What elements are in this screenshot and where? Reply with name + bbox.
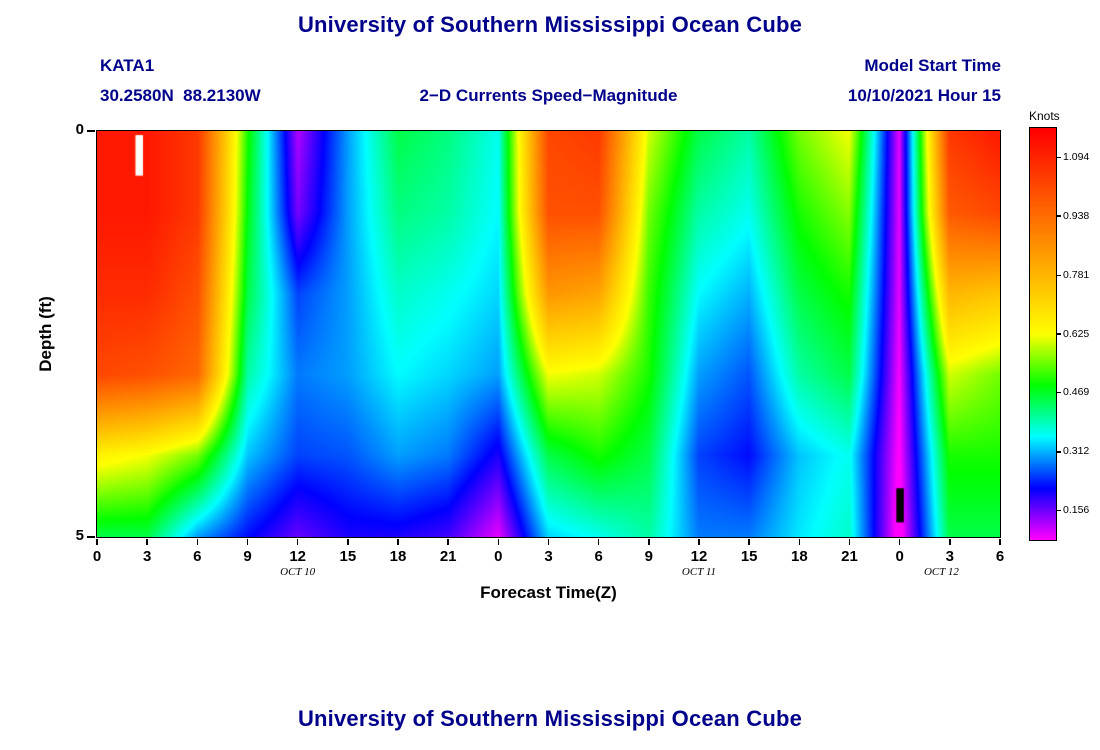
x-tick-mark — [246, 539, 249, 545]
x-tick-mark — [447, 539, 449, 545]
colorbar-tick-mark — [1056, 509, 1061, 512]
colorbar-label: Knots — [1029, 109, 1060, 123]
y-tick-label: 0 — [75, 121, 84, 138]
x-tick-mark — [547, 539, 550, 545]
x-tick-mark — [648, 539, 650, 545]
x-tick-mark — [898, 539, 901, 545]
y-axis-label: Depth (ft) — [36, 296, 55, 372]
colorbar-tick-mark — [1056, 451, 1061, 453]
x-tick-label: 15 — [339, 548, 357, 565]
x-tick-label: 9 — [644, 548, 653, 565]
x-tick-mark — [949, 539, 951, 545]
x-axis-label: Forecast Time(Z) — [480, 583, 617, 602]
x-tick-label: 0 — [92, 548, 102, 565]
heatmap-canvas — [96, 130, 1000, 537]
x-tick-label: 18 — [790, 548, 808, 565]
colorbar-tick-mark — [1056, 333, 1061, 335]
x-tick-mark — [999, 539, 1001, 545]
x-tick-mark — [698, 539, 700, 545]
x-tick-mark — [798, 539, 801, 545]
colorbar-tick-label: 0.938 — [1063, 209, 1090, 222]
x-tick-mark — [848, 539, 851, 545]
x-tick-label: 3 — [945, 548, 954, 565]
x-tick-label: 15 — [740, 548, 758, 565]
colorbar-tick-label: 0.625 — [1063, 327, 1090, 340]
x-tick-label: 12 — [289, 548, 306, 565]
x-tick-label: 0 — [895, 548, 904, 565]
y-tick-mark — [87, 130, 95, 132]
x-tick-mark — [597, 539, 600, 545]
x-tick-label: 21 — [439, 548, 457, 565]
colorbar-canvas — [1029, 127, 1056, 540]
station-id: KATA1 — [100, 56, 155, 75]
colorbar-tick-label: 0.781 — [1063, 268, 1090, 281]
x-tick-mark — [96, 539, 98, 545]
colorbar-tick-mark — [1056, 274, 1061, 276]
y-tick-label: 5 — [75, 527, 84, 544]
colorbar-tick-label: 0.469 — [1063, 386, 1090, 399]
y-tick-mark — [87, 536, 95, 538]
station-coordinates: 30.2580N 88.2130W — [100, 86, 261, 105]
x-tick-mark — [296, 539, 299, 545]
colorbar-tick-mark — [1056, 156, 1061, 159]
colorbar-tick-label: 0.156 — [1063, 504, 1090, 517]
heatmap-plot-area — [95, 129, 1001, 538]
x-tick-label: 6 — [594, 548, 603, 565]
x-tick-mark — [196, 539, 199, 545]
x-tick-label: 12 — [690, 548, 708, 565]
x-tick-label: 6 — [193, 548, 202, 565]
x-tick-label: 18 — [389, 548, 407, 565]
x-tick-mark — [347, 539, 349, 545]
plot-subtitle: 2−D Currents Speed−Magnitude — [419, 86, 678, 105]
model-start-time-value: 10/10/2021 Hour 15 — [847, 86, 1001, 105]
x-axis-date-label: OCT 10 — [280, 566, 316, 578]
colorbar-tick-label: 1.094 — [1063, 150, 1090, 163]
x-tick-label: 9 — [243, 548, 252, 565]
x-tick-label: 3 — [142, 548, 152, 565]
page-title: University of Southern Mississippi Ocean… — [297, 12, 803, 37]
x-tick-mark — [497, 539, 500, 545]
x-tick-label: 3 — [544, 548, 553, 565]
model-start-time-label: Model Start Time — [864, 56, 1001, 75]
colorbar-tick-mark — [1056, 215, 1061, 217]
x-tick-mark — [397, 539, 399, 545]
colorbar-tick-mark — [1056, 391, 1061, 394]
x-axis-date-label: OCT 11 — [681, 566, 717, 578]
colorbar — [1028, 126, 1057, 541]
x-tick-label: 6 — [995, 548, 1005, 565]
x-tick-label: 0 — [494, 548, 503, 565]
colorbar-tick-label: 0.312 — [1063, 445, 1090, 458]
x-tick-mark — [146, 539, 148, 545]
x-tick-mark — [748, 539, 750, 545]
x-axis-date-label: OCT 12 — [923, 566, 959, 578]
footer-title: University of Southern Mississippi Ocean… — [297, 706, 803, 731]
x-tick-label: 21 — [841, 548, 858, 565]
